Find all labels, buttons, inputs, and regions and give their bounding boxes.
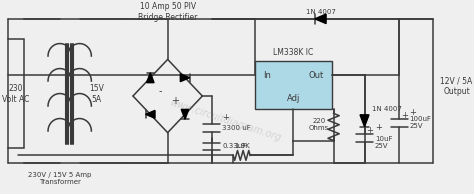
Text: 1N 4007: 1N 4007	[372, 106, 402, 112]
Text: In: In	[263, 71, 271, 80]
Text: +: +	[401, 111, 408, 120]
Text: LM338K IC: LM338K IC	[273, 48, 313, 57]
Text: 3300 uF: 3300 uF	[222, 125, 251, 131]
Text: 1N 4007: 1N 4007	[306, 9, 336, 15]
Text: 0.33uF: 0.33uF	[222, 144, 246, 150]
Polygon shape	[181, 109, 189, 119]
Polygon shape	[360, 115, 369, 127]
Text: +: +	[222, 113, 229, 122]
Text: Out: Out	[308, 71, 323, 80]
Polygon shape	[146, 110, 155, 118]
Text: 220
Ohms: 220 Ohms	[309, 118, 329, 131]
Text: 230V / 15V 5 Amp
Transformer: 230V / 15V 5 Amp Transformer	[28, 172, 91, 185]
Text: 1.9K: 1.9K	[234, 144, 250, 150]
Text: +: +	[366, 126, 373, 135]
Bar	[255, 61, 332, 109]
Text: +: +	[171, 96, 179, 106]
Text: 10 Amp 50 PIV
Bridge Rectifier: 10 Amp 50 PIV Bridge Rectifier	[138, 2, 197, 22]
Text: -: -	[158, 86, 162, 96]
Text: 230
Volt AC: 230 Volt AC	[2, 84, 29, 104]
Polygon shape	[146, 73, 154, 83]
Bar	[9, 39, 24, 148]
Polygon shape	[315, 14, 326, 24]
Text: www.circuitdiagram.org: www.circuitdiagram.org	[169, 98, 283, 144]
Text: Adj: Adj	[287, 94, 300, 103]
Text: 100uF
25V: 100uF 25V	[410, 116, 431, 129]
Text: 10uF
25V: 10uF 25V	[375, 136, 392, 149]
Text: +: +	[375, 123, 382, 132]
Text: 12V / 5A
Output: 12V / 5A Output	[440, 76, 473, 96]
Text: 15V
5A: 15V 5A	[89, 84, 104, 104]
Text: +: +	[410, 108, 416, 117]
Polygon shape	[180, 74, 190, 82]
